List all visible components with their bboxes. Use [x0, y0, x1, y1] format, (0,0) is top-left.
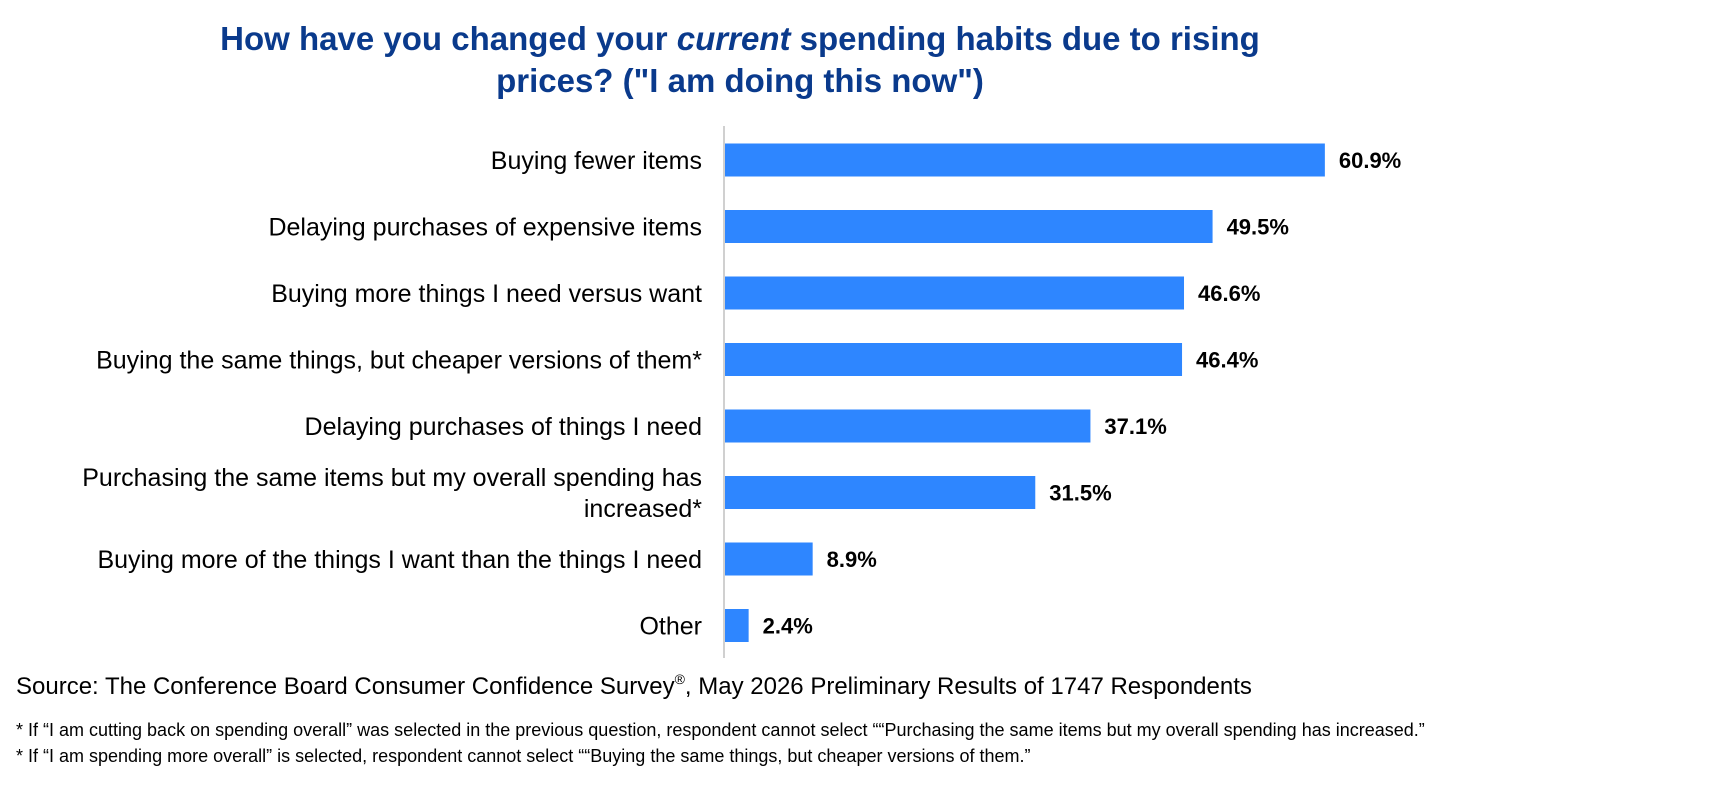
source-suffix: , May 2026 Preliminary Results of 1747 R… — [684, 673, 1252, 700]
category-label-5-line-1: increased* — [584, 495, 702, 523]
data-label-1: 49.5% — [1227, 215, 1289, 240]
category-label-1: Delaying purchases of expensive items — [268, 214, 702, 242]
bar-2 — [725, 276, 1185, 310]
bar-0 — [725, 143, 1325, 177]
chart-title: How have you changed your current spendi… — [150, 18, 1330, 102]
chart-title-part-2: spending habits due to rising — [790, 20, 1260, 57]
category-label-2: Buying more things I need versus want — [271, 280, 702, 308]
chart-title-line-1: How have you changed your current spendi… — [150, 18, 1330, 60]
registered-mark: ® — [674, 671, 685, 687]
chart-title-emphasis: current — [676, 20, 791, 57]
footnote-2: * If “I am spending more overall” is sel… — [16, 746, 1031, 766]
category-label-3: Buying the same things, but cheaper vers… — [96, 347, 702, 375]
data-label-5: 31.5% — [1049, 481, 1111, 506]
category-label-7: Other — [639, 613, 702, 641]
data-label-6: 8.9% — [827, 547, 877, 572]
category-label-6: Buying more of the things I want than th… — [97, 546, 702, 574]
source-note: Source: The Conference Board Consumer Co… — [16, 671, 1252, 701]
bar-4 — [725, 409, 1091, 443]
data-label-2: 46.6% — [1198, 281, 1260, 306]
footnote-1: * If “I am cutting back on spending over… — [16, 720, 1425, 740]
bar-6 — [725, 542, 813, 576]
data-label-0: 60.9% — [1339, 148, 1401, 173]
category-label-0: Buying fewer items — [491, 147, 702, 175]
category-label-5-line-0: Purchasing the same items but my overall… — [82, 464, 702, 492]
bar-7 — [725, 609, 749, 642]
bar-chart: 60.9% Buying fewer items 49.5% Delaying pur… — [82, 126, 1401, 658]
chart-title-line-2: prices? ("I am doing this now") — [496, 62, 984, 99]
bar-3 — [725, 343, 1183, 376]
data-label-3: 46.4% — [1196, 348, 1258, 373]
data-label-7: 2.4% — [763, 614, 813, 639]
source-prefix: Source: The Conference Board Consumer Co… — [16, 673, 675, 700]
category-label-4: Delaying purchases of things I need — [305, 413, 702, 441]
bar-5 — [725, 476, 1036, 509]
data-label-4: 37.1% — [1104, 414, 1166, 439]
chart-title-part-1: How have you changed your — [220, 20, 677, 57]
bar-1 — [725, 210, 1213, 243]
